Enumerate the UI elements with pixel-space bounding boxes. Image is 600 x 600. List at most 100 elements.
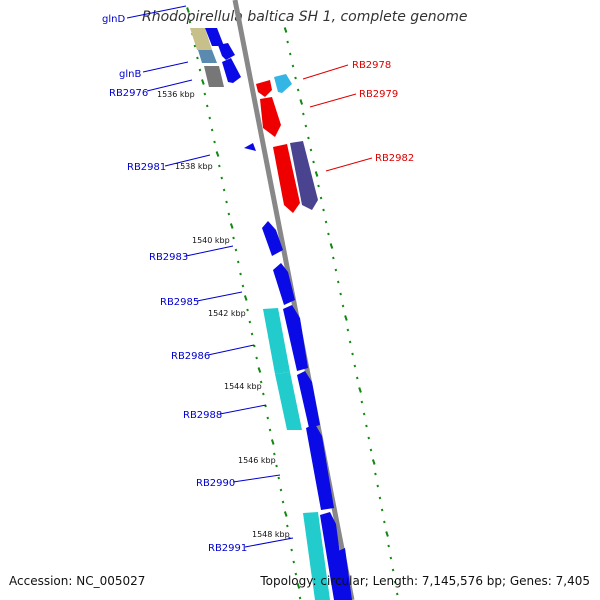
kbp-label: 1538 kbp bbox=[175, 162, 213, 171]
minor-tick bbox=[362, 412, 366, 416]
major-tick bbox=[329, 243, 334, 249]
gene-label-glnD[interactable]: glnD bbox=[102, 14, 125, 25]
gene-khaki[interactable] bbox=[190, 28, 212, 50]
minor-tick bbox=[374, 472, 377, 476]
minor-tick bbox=[208, 116, 212, 120]
minor-tick bbox=[324, 220, 328, 224]
gene-label-RB2990[interactable]: RB2990 bbox=[196, 478, 235, 489]
minor-tick bbox=[304, 124, 308, 128]
minor-tick bbox=[241, 284, 245, 288]
minor-tick bbox=[262, 392, 265, 396]
gene-label-RB2991[interactable]: RB2991 bbox=[208, 543, 247, 554]
major-tick bbox=[215, 151, 220, 157]
gene-RB2991-a[interactable] bbox=[303, 512, 330, 600]
gene-RB2978-b[interactable] bbox=[274, 74, 292, 93]
gene-label-RB2978[interactable]: RB2978 bbox=[352, 60, 391, 71]
gene-RB2983[interactable] bbox=[262, 221, 283, 256]
minor-tick bbox=[292, 560, 296, 564]
minor-tick bbox=[239, 272, 242, 276]
kbp-label: 1540 kbp bbox=[192, 236, 230, 245]
major-tick bbox=[229, 223, 234, 229]
minor-tick bbox=[188, 20, 192, 24]
gene-RB2978[interactable] bbox=[256, 80, 272, 97]
minor-tick bbox=[288, 52, 292, 56]
minor-tick bbox=[380, 508, 384, 512]
accession-label: Accession: NC_005027 bbox=[9, 574, 146, 588]
gene-glnB-b[interactable] bbox=[222, 58, 241, 83]
minor-tick bbox=[196, 56, 199, 60]
gene-RB2979[interactable] bbox=[260, 97, 281, 137]
minor-tick bbox=[232, 236, 235, 240]
minor-tick bbox=[365, 424, 368, 428]
minor-tick bbox=[294, 76, 297, 80]
gene-RB2985[interactable] bbox=[273, 263, 295, 305]
gene-label-RB2982[interactable]: RB2982 bbox=[375, 153, 414, 164]
kbp-label: 1542 kbp bbox=[208, 309, 246, 318]
kbp-label: 1546 kbp bbox=[238, 456, 276, 465]
minor-tick bbox=[322, 208, 325, 212]
gene-label-RB2981[interactable]: RB2981 bbox=[127, 162, 166, 173]
gene-RB2986-a[interactable] bbox=[263, 308, 290, 374]
gene-RB2988-b[interactable] bbox=[297, 371, 320, 428]
minor-tick bbox=[203, 92, 207, 96]
minor-tick bbox=[387, 544, 390, 548]
minor-tick bbox=[393, 580, 397, 584]
outer-tick-ring bbox=[283, 27, 399, 596]
minor-tick bbox=[281, 500, 285, 504]
minor-tick bbox=[220, 176, 224, 180]
minor-tick bbox=[383, 520, 386, 524]
major-tick bbox=[299, 99, 304, 105]
gene-label-RB2985[interactable]: RB2985 bbox=[160, 297, 199, 308]
major-tick bbox=[283, 27, 288, 33]
gene-glnD[interactable] bbox=[205, 28, 224, 46]
minor-tick bbox=[286, 40, 289, 44]
major-tick bbox=[358, 387, 362, 393]
gene-RB2986-b[interactable] bbox=[283, 305, 308, 371]
gene-label-RB2979[interactable]: RB2979 bbox=[359, 89, 398, 100]
minor-tick bbox=[334, 268, 338, 272]
gene-bottom-extra[interactable] bbox=[336, 548, 352, 600]
minor-tick bbox=[290, 548, 293, 552]
major-tick bbox=[385, 531, 389, 537]
gene-label-RB2986[interactable]: RB2986 bbox=[171, 351, 210, 362]
gene-label-RB2983[interactable]: RB2983 bbox=[149, 252, 188, 263]
minor-tick bbox=[351, 352, 354, 356]
major-tick bbox=[344, 315, 348, 321]
minor-tick bbox=[367, 436, 371, 440]
gene-label-RB2976[interactable]: RB2976 bbox=[109, 88, 148, 99]
forward-gene-labels: glnD glnB RB2976 RB2981 RB2983 RB2985 RB… bbox=[102, 14, 247, 554]
minor-tick bbox=[376, 484, 380, 488]
gene-RB2981[interactable] bbox=[244, 143, 256, 151]
minor-tick bbox=[210, 128, 214, 132]
minor-tick bbox=[317, 184, 320, 188]
gene-RB2982-b[interactable] bbox=[290, 141, 318, 210]
kbp-label: 1544 kbp bbox=[224, 382, 262, 391]
gene-label-RB2988[interactable]: RB2988 bbox=[183, 410, 222, 421]
minor-tick bbox=[369, 448, 373, 452]
minor-tick bbox=[327, 232, 330, 236]
minor-tick bbox=[348, 340, 352, 344]
minor-tick bbox=[213, 140, 216, 144]
kbp-label: 1548 kbp bbox=[252, 530, 290, 539]
gene-label-glnB[interactable]: glnB bbox=[119, 69, 141, 80]
major-tick bbox=[186, 7, 190, 13]
scale-labels: 1536 kbp 1538 kbp 1540 kbp 1542 kbp 1544… bbox=[157, 90, 290, 539]
minor-tick bbox=[307, 136, 310, 140]
gene-features bbox=[190, 28, 352, 600]
gene-gray[interactable] bbox=[204, 66, 224, 87]
gene-RB2990[interactable] bbox=[306, 424, 334, 510]
gene-RB2982[interactable] bbox=[273, 144, 300, 213]
gene-glnB-a[interactable] bbox=[218, 43, 235, 60]
gene-RB2988-a[interactable] bbox=[275, 372, 302, 430]
gene-steel[interactable] bbox=[198, 50, 217, 63]
minor-tick bbox=[378, 496, 382, 500]
minor-tick bbox=[225, 200, 228, 204]
minor-tick bbox=[309, 148, 313, 152]
minor-tick bbox=[259, 380, 263, 384]
minor-tick bbox=[268, 428, 272, 432]
minor-tick bbox=[298, 596, 302, 600]
minor-tick bbox=[198, 68, 202, 72]
minor-tick bbox=[255, 356, 258, 360]
minor-tick bbox=[355, 376, 359, 380]
